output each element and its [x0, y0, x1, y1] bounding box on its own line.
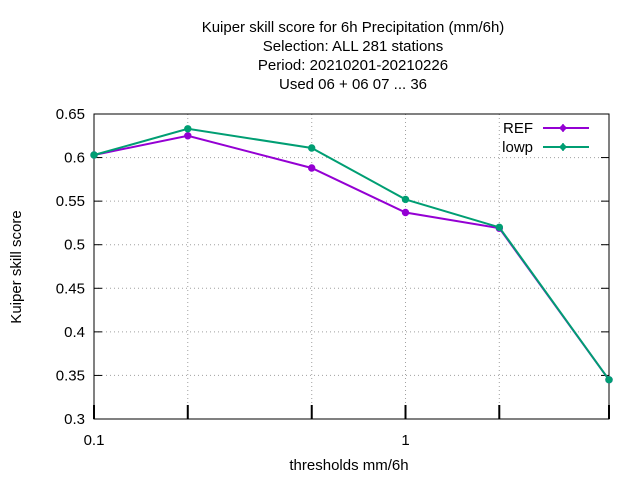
y-tick-label: 0.4: [64, 324, 85, 341]
data-point-ref: [401, 208, 410, 217]
title-line-4: Used 06 + 06 07 ... 36: [279, 76, 427, 93]
grid: [94, 114, 609, 419]
series-group: [90, 125, 613, 384]
legend-marker-ref: [558, 123, 568, 133]
data-point-lowp: [605, 376, 613, 384]
tick-labels: 0.3 0.35 0.4 0.45 0.5 0.55 0.6 0.65 0.1 1: [56, 106, 410, 449]
legend-marker-lowp: [558, 142, 568, 152]
y-tick-label: 0.65: [56, 106, 85, 123]
data-point-lowp: [495, 223, 503, 232]
series-line-lowp: [93, 127, 610, 381]
x-tick-label: 1: [401, 432, 409, 449]
y-axis-label: Kuiper skill score: [8, 210, 25, 323]
y-tick-label: 0.5: [64, 237, 85, 254]
y-tick-label: 0.6: [64, 150, 85, 167]
axis-ticks: [93, 113, 610, 420]
y-tick-label: 0.45: [56, 280, 85, 297]
title-line-3: Period: 20210201-20210226: [258, 57, 448, 74]
series-line-ref: [93, 134, 610, 381]
title-line-1: Kuiper skill score for 6h Precipitation …: [202, 19, 505, 36]
data-point-lowp: [90, 151, 98, 159]
data-point-ref: [308, 164, 316, 172]
plot-frame: [93, 113, 610, 420]
y-tick-label: 0.55: [56, 193, 85, 210]
legend-label-ref: REF: [503, 120, 533, 137]
legend: REF lowp: [502, 120, 589, 156]
x-tick-label: 0.1: [84, 432, 105, 449]
data-point-lowp: [308, 144, 316, 152]
y-tick-label: 0.35: [56, 367, 85, 384]
data-point-lowp: [184, 125, 192, 133]
data-point-lowp: [401, 195, 410, 204]
data-point-ref: [184, 132, 192, 140]
x-axis-label: thresholds mm/6h: [289, 457, 408, 474]
legend-label-lowp: lowp: [502, 139, 533, 156]
title-line-2: Selection: ALL 281 stations: [263, 38, 443, 55]
y-tick-label: 0.3: [64, 411, 85, 428]
chart-title: Kuiper skill score for 6h Precipitation …: [202, 19, 505, 93]
